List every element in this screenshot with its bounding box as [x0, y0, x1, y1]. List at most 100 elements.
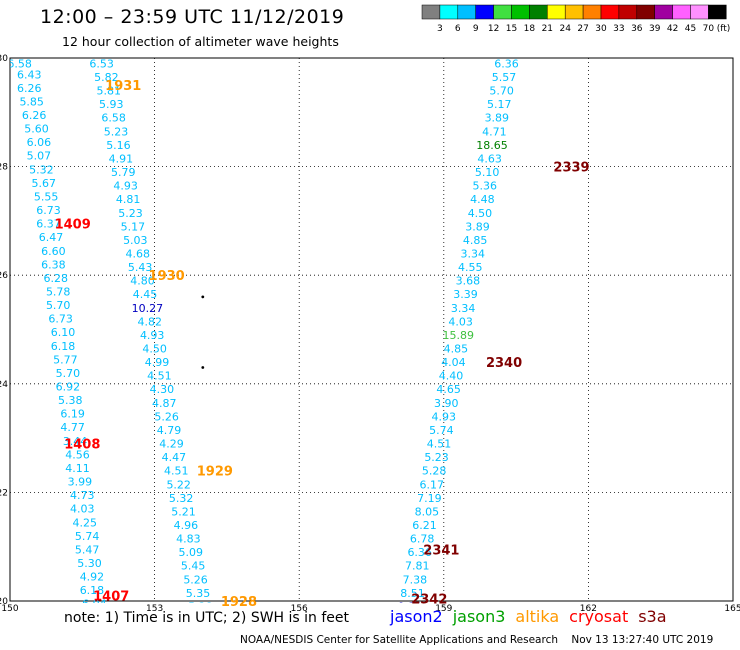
colorbar-label: 6 — [455, 24, 461, 34]
data-points: 6.586.436.265.856.265.606.065.075.325.67… — [7, 57, 519, 603]
legend-item-s3a: s3a — [638, 607, 667, 626]
wave-height-label: 3.89 — [485, 112, 510, 125]
y-tick-label: 24 — [0, 380, 8, 390]
wave-height-label: 4.80 — [130, 275, 155, 288]
colorbar-swatch — [690, 4, 709, 20]
wave-height-label: 3.99 — [68, 476, 93, 489]
colorbar-label: 36 — [631, 24, 643, 34]
wave-height-label: 4.71 — [482, 125, 507, 138]
wave-height-label: 4.91 — [109, 152, 134, 165]
wave-height-label: 4.93 — [432, 410, 457, 423]
colorbar-label: 27 — [577, 24, 588, 34]
wave-height-label: 6.92 — [56, 381, 81, 394]
wave-height-label: 4.87 — [152, 397, 177, 410]
wave-height-label: 5.47 — [75, 543, 100, 556]
colorbar-label: 39 — [649, 24, 661, 34]
wave-height-label: 10.27 — [132, 302, 164, 315]
x-tick-label: 150 — [1, 604, 18, 614]
colorbar-swatch — [636, 4, 655, 20]
wave-height-label: 5.74 — [75, 530, 100, 543]
colorbar-swatch — [493, 4, 512, 20]
wave-height-label: 4.50 — [468, 207, 493, 220]
colorbar-label: 70 — [703, 24, 715, 34]
wave-height-label: 5.81 — [97, 85, 122, 98]
wave-height-label: 6.78 — [410, 533, 435, 546]
colorbar-swatch — [439, 4, 459, 20]
colorbar-unit: (ft) — [717, 24, 731, 34]
wave-height-label: 5.23 — [118, 207, 143, 220]
x-tick-label: 156 — [291, 604, 308, 614]
wave-height-label: 5.79 — [111, 166, 136, 179]
wave-height-label: 4.30 — [150, 383, 175, 396]
chart-subtitle: 12 hour collection of altimeter wave hei… — [62, 34, 339, 49]
wave-height-label: 6.58 — [7, 57, 32, 70]
wave-height-label: 5.70 — [46, 299, 71, 312]
grid — [10, 58, 733, 601]
colorbar-label: 42 — [667, 24, 678, 34]
wave-height-label: 3.44 — [63, 435, 88, 448]
wave-height-label: 6.73 — [36, 204, 61, 217]
wave-height-label: 8.51 — [400, 587, 425, 600]
wave-height-label: 4.73 — [70, 489, 95, 502]
wave-height-label: 6.73 — [48, 313, 73, 326]
wave-height-label: 4.56 — [65, 448, 90, 461]
wave-height-label: 5.21 — [171, 505, 196, 518]
colorbar-label: 18 — [524, 24, 536, 34]
pass-time-label: 1409 — [55, 218, 91, 233]
time-labels: 1931 1409 1930 1408 1929 1407 1928 2339 2340 2341… — [55, 79, 590, 610]
colorbar-swatch — [421, 4, 441, 20]
wave-height-label: 3.39 — [453, 288, 478, 301]
pass-time-label: 1928 — [221, 595, 257, 610]
y-tick-label: 22 — [0, 488, 8, 498]
wave-height-label: 5.17 — [121, 220, 146, 233]
wave-height-label: 6.58 — [101, 112, 126, 125]
wave-height-label: 5.23 — [424, 451, 449, 464]
wave-height-label: 4.04 — [441, 356, 466, 369]
wave-height-label: 6.10 — [51, 326, 76, 339]
x-tick-label: 165 — [724, 604, 740, 614]
axes: 150 153 156 159 162 165 30 28 26 24 22 20 — [0, 54, 740, 614]
pass-time-label: 1930 — [149, 269, 185, 284]
wave-height-label: 6.38 — [41, 258, 66, 271]
colorbar-label: 45 — [685, 24, 696, 34]
wave-height-label: 6.36 — [407, 546, 432, 559]
wave-height-label: 4.55 — [458, 261, 483, 274]
wave-height-label: 6.28 — [44, 272, 69, 285]
wave-height-label: 4.51 — [164, 465, 189, 478]
wave-height-label: 5.70 — [489, 85, 514, 98]
wave-height-label: 6.06 — [27, 136, 52, 149]
plot-frame — [9, 57, 734, 602]
wave-height-label: 6.37 — [36, 218, 61, 231]
wave-height-label: 4.79 — [157, 424, 182, 437]
wave-height-label: 5.03 — [123, 234, 148, 247]
legend-item-jason2: jason2 — [390, 607, 443, 626]
wave-height-label: 4.11 — [65, 462, 90, 475]
wave-height-label: 5.32 — [29, 163, 54, 176]
wave-height-label: 5.74 — [429, 424, 454, 437]
wave-height-label: 4.93 — [140, 329, 165, 342]
colorbar-swatch — [618, 4, 638, 20]
y-tick-label: 20 — [0, 597, 8, 607]
wave-height-label: 5.07 — [27, 150, 52, 163]
x-tick-label: 162 — [580, 604, 597, 614]
colorbar-swatch — [654, 4, 673, 20]
wave-height-label: 6.17 — [420, 478, 445, 491]
colorbar-swatch — [511, 4, 530, 20]
pass-time-label: 1929 — [197, 465, 233, 480]
x-tick-label: 153 — [146, 604, 163, 614]
wave-height-label: 6.21 — [412, 519, 437, 532]
wave-height-label: 5.09 — [179, 546, 204, 559]
footer-note: note: 1) Time is in UTC; 2) SWH is in fe… — [64, 610, 350, 626]
wave-height-label: 5.22 — [166, 478, 191, 491]
wave-height-label: 5.16 — [106, 139, 131, 152]
wave-height-label: 4.29 — [159, 438, 184, 451]
wave-height-label: 6.53 — [89, 57, 114, 70]
wave-height-label: 4.68 — [125, 247, 150, 260]
legend-item-altika: altika — [515, 607, 560, 626]
colorbar-swatch — [475, 4, 494, 20]
wave-height-label: 3.34 — [451, 302, 476, 315]
wave-height-label: 18.65 — [476, 139, 508, 152]
wave-height-label: 4.65 — [436, 383, 461, 396]
wave-height-label: 5.32 — [169, 492, 194, 505]
